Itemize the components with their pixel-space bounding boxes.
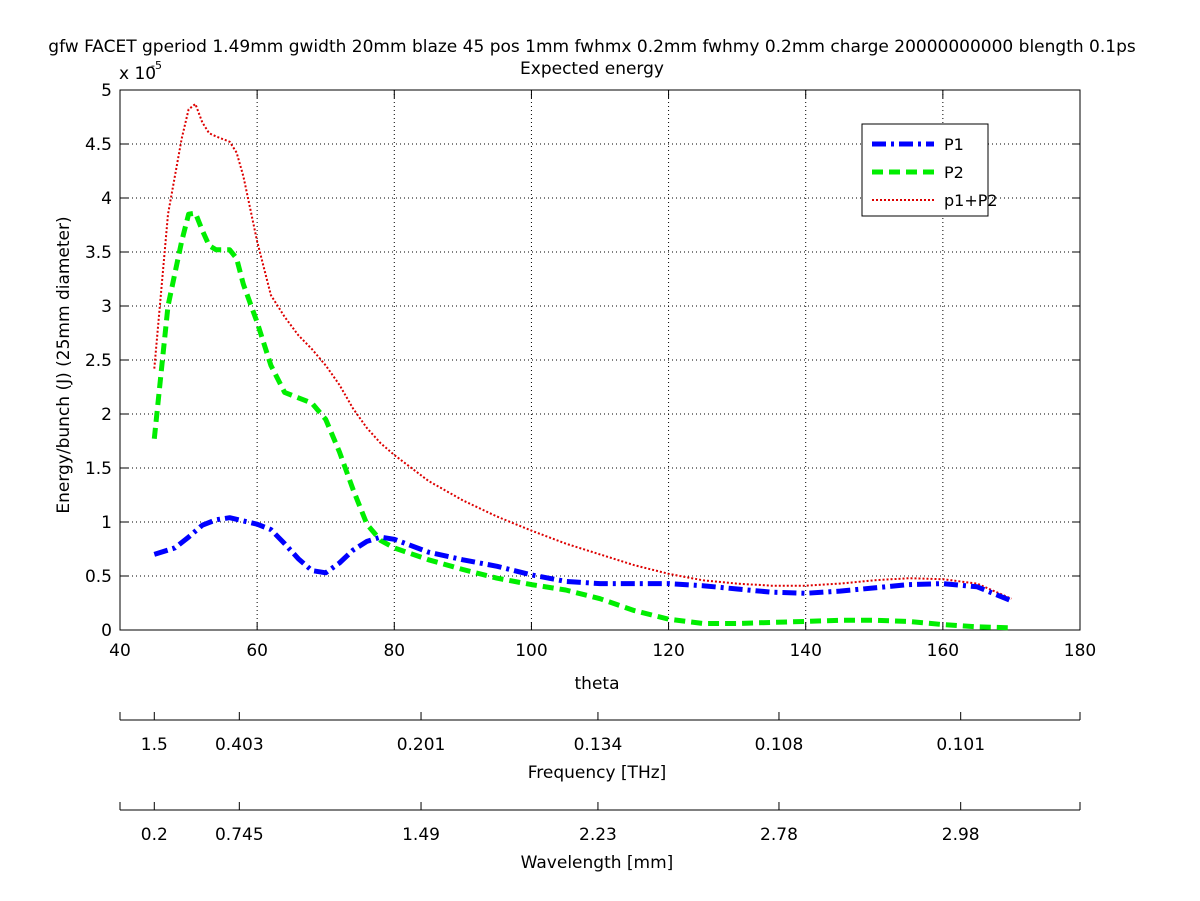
secondary-axis-tick-label: 0.2 (141, 825, 168, 845)
series (151, 103, 1013, 631)
secondary-axis-tick-label: 0.101 (936, 735, 985, 755)
x-tick-label: 40 (109, 641, 131, 661)
y-tick-label: 3 (101, 297, 112, 317)
secondary-axis-tick-label: 0.134 (574, 735, 623, 755)
y-tick-label: 1.5 (85, 459, 112, 479)
y-tick-label: 2 (101, 405, 112, 425)
secondary-axis-tick-label: 1.49 (402, 825, 440, 845)
axis-ticks: 40 60 80 100 120 140 160 180 0 0.5 1 1.5 2 2.5 3 3.5 4 4.… (85, 81, 1096, 661)
x-tick-label: 80 (383, 641, 405, 661)
series-line-p1 (153, 515, 1013, 604)
secondary-axis-tick-label: 1.5 (141, 735, 168, 755)
y-tick-label: 0.5 (85, 567, 112, 587)
frequency-axis: 1.5 0.403 0.201 0.134 0.108 0.101 (119, 712, 1081, 755)
chart-title-line-2: Expected energy (520, 59, 664, 79)
legend-entry: P1 (944, 135, 964, 154)
x-axis-label: theta (575, 674, 620, 694)
secondary-axis-tick-label: 0.745 (215, 825, 264, 845)
secondary-axis-tick-label: 0.201 (397, 735, 446, 755)
secondary-axis-tick-label: 2.78 (760, 825, 798, 845)
y-tick-label: 5 (101, 81, 112, 101)
series-line-p1-p2 (153, 103, 1012, 600)
x-tick-label: 120 (652, 641, 684, 661)
x-tick-label: 60 (246, 641, 268, 661)
legend-entry: P2 (944, 163, 964, 182)
wavelength-axis-label: Wavelength [mm] (521, 853, 674, 873)
y-exponent-base: x 10 (119, 64, 156, 84)
wavelength-axis: 0.2 0.745 1.49 2.23 2.78 2.98 (119, 802, 1081, 845)
y-tick-label: 2.5 (85, 351, 112, 371)
legend-entry: p1+P2 (944, 191, 998, 210)
x-tick-label: 180 (1064, 641, 1096, 661)
frequency-axis-label: Frequency [THz] (528, 763, 667, 783)
grid (120, 90, 1080, 630)
x-tick-label: 140 (789, 641, 821, 661)
y-tick-label: 4 (101, 189, 112, 209)
x-tick-label: 100 (515, 641, 547, 661)
secondary-axis-tick-label: 0.108 (755, 735, 804, 755)
y-tick-label: 1 (101, 513, 112, 533)
secondary-axis-tick-label: 2.98 (942, 825, 980, 845)
x-tick-label: 160 (927, 641, 959, 661)
chart-title-line-1: gfw FACET gperiod 1.49mm gwidth 20mm bla… (48, 37, 1136, 57)
y-axis-label: Energy/bunch (J) (25mm diameter) (54, 216, 74, 513)
series-line-p2 (151, 210, 1012, 631)
y-tick-label: 4.5 (85, 135, 112, 155)
y-tick-label: 0 (101, 621, 112, 641)
secondary-axis-tick-label: 0.403 (215, 735, 264, 755)
legend: P1 P2 p1+P2 (861, 123, 998, 217)
y-exponent-power: -5 (151, 59, 162, 72)
y-tick-label: 3.5 (85, 243, 112, 263)
secondary-axis-tick-label: 2.23 (579, 825, 617, 845)
